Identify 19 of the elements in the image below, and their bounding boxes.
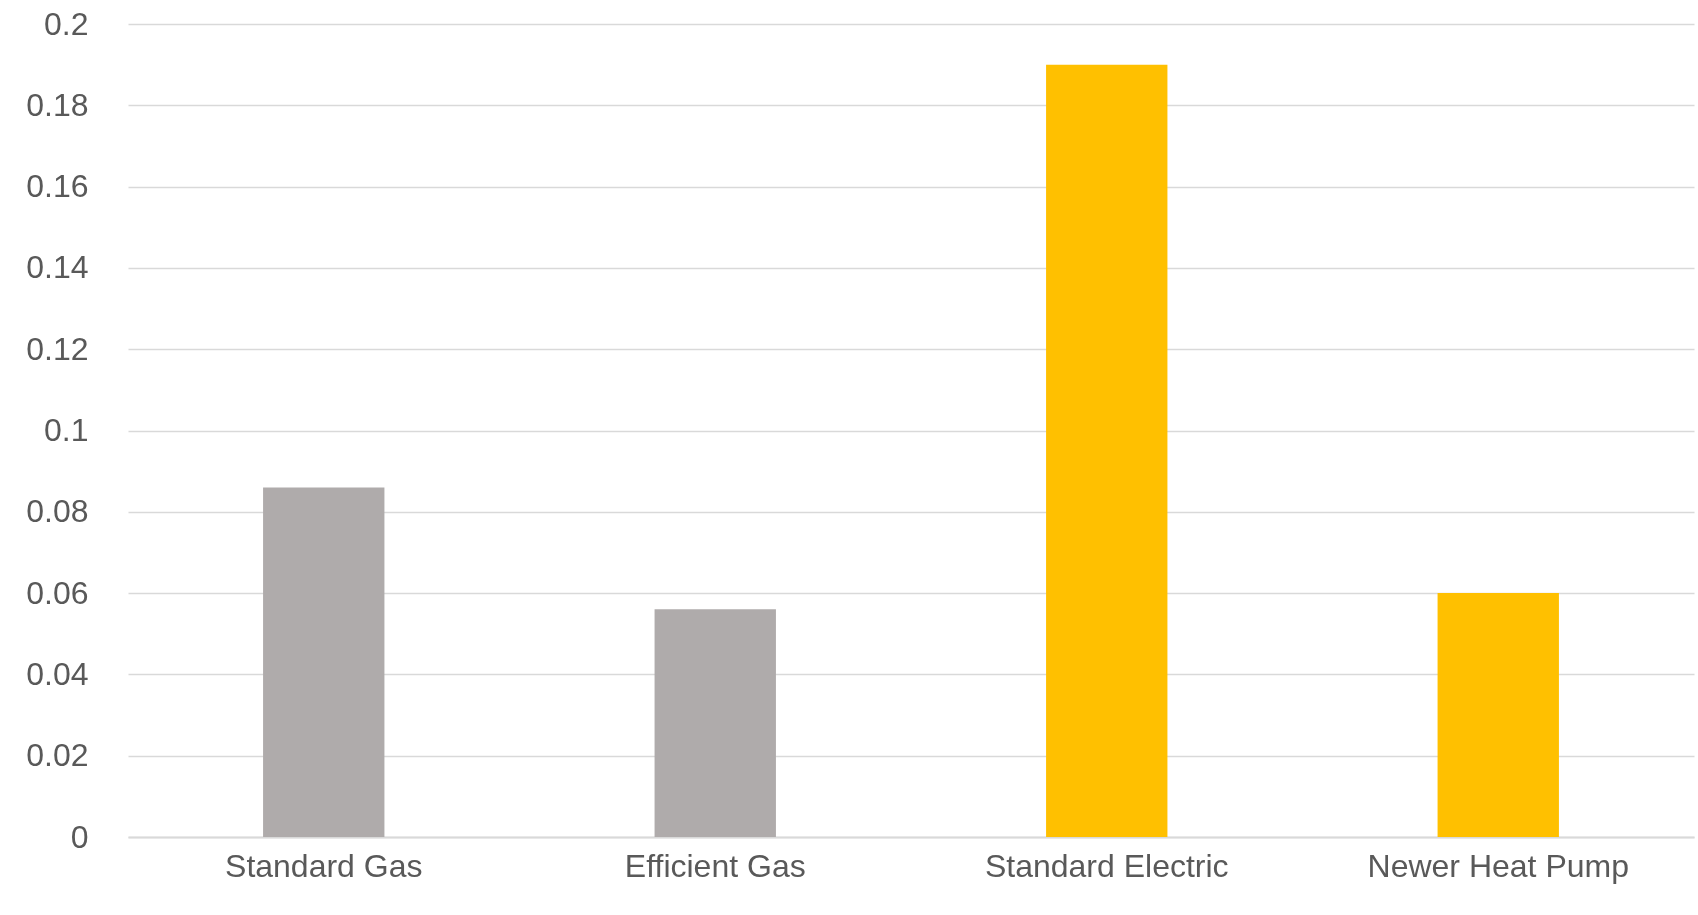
y-tick-label: 0.14 — [26, 249, 89, 286]
x-tick-label: Standard Gas — [225, 847, 423, 884]
x-tick-label: Standard Electric — [984, 847, 1229, 884]
y-tick-label: 0.2 — [44, 5, 89, 42]
y-tick-label: 0.08 — [26, 493, 89, 530]
x-tick-label: Newer Heat Pump — [1367, 847, 1629, 884]
y-tick-label: 0.16 — [26, 168, 89, 205]
y-tick-label: 0.02 — [26, 737, 89, 774]
bar — [1437, 593, 1559, 837]
bar — [1046, 64, 1168, 837]
bar — [654, 609, 776, 837]
x-tick-label: Efficient Gas — [624, 847, 806, 884]
y-tick-label: 0.12 — [26, 330, 89, 367]
y-tick-label: 0.04 — [26, 655, 89, 692]
y-tick-label: 0.06 — [26, 574, 89, 611]
y-tick-label: 0.18 — [26, 86, 89, 123]
bar — [263, 487, 385, 837]
y-tick-label: 0.1 — [44, 412, 89, 448]
y-tick-label: 0 — [70, 818, 89, 855]
